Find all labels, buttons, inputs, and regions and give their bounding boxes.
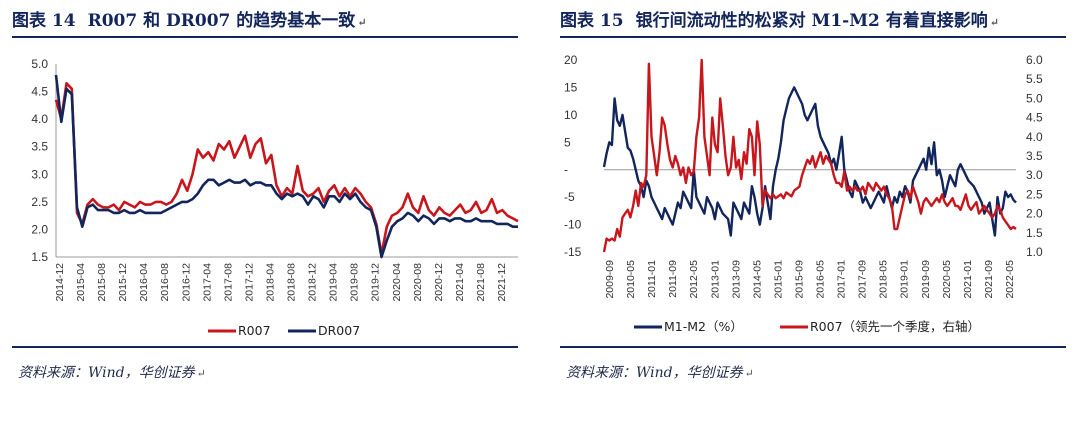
left-x-tick-label: 2015-12 bbox=[117, 263, 129, 302]
right-x-tick-label: 2011-01 bbox=[646, 260, 658, 298]
left-x-tick-label: 2021-12 bbox=[496, 263, 508, 302]
right-y2-tick-label: 2.5 bbox=[1026, 187, 1043, 201]
right-legend-label-r007: R007（领先一个季度，右轴） bbox=[810, 319, 980, 334]
left-x-tick-label: 2021-08 bbox=[475, 263, 487, 302]
left-title-rule bbox=[12, 36, 518, 38]
left-x-tick-label: 2016-12 bbox=[180, 263, 192, 302]
left-x-tick-label: 2017-12 bbox=[243, 263, 255, 302]
right-source-rule bbox=[560, 346, 1066, 348]
left-x-tick-label: 2017-04 bbox=[201, 263, 213, 302]
right-y-tick-label: -5 bbox=[564, 190, 575, 204]
left-figure-caption: R007 和 DR007 的趋势基本一致 bbox=[87, 11, 356, 31]
right-y2-tick-label: 4.0 bbox=[1026, 130, 1043, 144]
left-x-tick-label: 2019-12 bbox=[370, 263, 382, 302]
right-x-tick-label: 2015-01 bbox=[772, 260, 784, 299]
left-x-tick-label: 2018-04 bbox=[264, 263, 276, 302]
right-x-tick-label: 2009-09 bbox=[604, 260, 616, 299]
right-x-tick-label: 2020-05 bbox=[941, 260, 953, 299]
right-y2-tick-label: 1.5 bbox=[1026, 226, 1043, 240]
right-source: 资料来源：Wind，华创证券 ↵ bbox=[566, 362, 754, 382]
left-source: 资料来源：Wind，华创证券 ↵ bbox=[18, 362, 206, 382]
left-figure-title: 图表 14 R007 和 DR007 的趋势基本一致 ↵ bbox=[12, 6, 367, 31]
right-y2-tick-label: 3.0 bbox=[1026, 168, 1043, 182]
right-y2-tick-label: 5.5 bbox=[1026, 72, 1043, 86]
right-source-text: 资料来源：Wind，华创证券 bbox=[566, 365, 743, 381]
left-chart: 1.5 2.0 2.5 3.0 3.5 4.0 4.5 5.0 2014-12 2015-04 20… bbox=[31, 57, 519, 338]
right-x-tick-label: 2022-05 bbox=[1004, 260, 1016, 299]
right-x-tick-label: 2017-01 bbox=[836, 260, 848, 299]
right-y2-tick-label: 1.0 bbox=[1026, 245, 1043, 259]
left-x-tick-label: 2016-08 bbox=[159, 263, 171, 302]
left-legend-label-r007: R007 bbox=[238, 323, 271, 338]
left-x-tick-label: 2016-04 bbox=[138, 263, 150, 302]
left-x-tick-label: 2019-04 bbox=[328, 263, 340, 302]
left-y-tick-label: 4.5 bbox=[31, 85, 48, 99]
right-figure-title: 图表 15 银行间流动性的松紧对 M1-M2 有着直接影响 ↵ bbox=[560, 6, 999, 31]
left-x-tick-label: 2015-04 bbox=[75, 263, 87, 302]
left-source-rule bbox=[12, 346, 518, 348]
right-y-tick-label: -10 bbox=[564, 218, 582, 232]
left-series-line-dr007 bbox=[54, 74, 518, 259]
left-x-tick-label: 2020-08 bbox=[412, 263, 424, 302]
left-y-tick-label: 5.0 bbox=[31, 57, 48, 71]
right-y-tick-label: 20 bbox=[564, 53, 578, 67]
right-title-rule bbox=[560, 36, 1066, 38]
left-x-tick-label: 2019-08 bbox=[349, 263, 361, 302]
right-figure-caption: 银行间流动性的松紧对 M1-M2 有着直接影响 bbox=[635, 11, 988, 31]
right-y2-tick-label: 3.5 bbox=[1026, 149, 1043, 163]
right-x-tick-label: 2019-01 bbox=[899, 260, 911, 299]
left-series-line-r007 bbox=[54, 81, 519, 256]
left-y-tick-label: 1.5 bbox=[31, 250, 48, 264]
right-x-tick-label: 2019-09 bbox=[920, 260, 932, 299]
right-x-tick-label: 2014-05 bbox=[751, 260, 763, 299]
left-y-tick-label: 3.5 bbox=[31, 140, 48, 154]
left-y-tick-label: 3.0 bbox=[31, 167, 48, 181]
right-legend-label-m1-m2: M1-M2（%） bbox=[664, 319, 743, 334]
right-series-line-m1-m2 bbox=[602, 86, 1017, 237]
right-y2-tick-label: 2.0 bbox=[1026, 207, 1043, 221]
left-x-tick-label: 2017-08 bbox=[222, 263, 234, 302]
right-x-tick-label: 2017-09 bbox=[857, 260, 869, 299]
right-x-tick-label: 2015-09 bbox=[793, 260, 805, 299]
right-x-tick-label: 2016-05 bbox=[815, 260, 827, 299]
right-y2-tick-label: 4.5 bbox=[1026, 111, 1043, 125]
left-figure-number: 图表 14 bbox=[12, 11, 76, 31]
right-x-tick-label: 2018-05 bbox=[878, 260, 890, 299]
right-y2-tick-label: 5.0 bbox=[1026, 91, 1043, 105]
right-x-tick-label: 2021-09 bbox=[983, 260, 995, 299]
right-figure-number: 图表 15 bbox=[560, 11, 624, 31]
left-x-tick-label: 2021-04 bbox=[454, 263, 466, 302]
left-y-tick-label: 2.0 bbox=[31, 222, 48, 236]
left-x-tick-label: 2014-12 bbox=[54, 263, 66, 302]
right-title-mark: ↵ bbox=[989, 16, 999, 29]
right-chart: -15-10-5-51015201.01.52.02.53.03.54.04.5… bbox=[564, 53, 1043, 334]
left-x-tick-label: 2018-12 bbox=[307, 263, 319, 302]
right-x-tick-label: 2012-05 bbox=[688, 260, 700, 299]
right-x-tick-label: 2010-05 bbox=[625, 260, 637, 299]
left-legend-label-dr007: DR007 bbox=[318, 323, 360, 338]
right-x-tick-label: 2021-01 bbox=[962, 260, 974, 299]
left-x-tick-label: 2015-08 bbox=[96, 263, 108, 302]
right-series-line-r007 bbox=[602, 58, 1017, 253]
right-y-tick-label: 5 bbox=[564, 135, 571, 149]
right-x-tick-label: 2013-09 bbox=[730, 260, 742, 299]
right-source-mark: ↵ bbox=[744, 367, 754, 380]
left-x-tick-label: 2020-12 bbox=[433, 263, 445, 302]
left-x-tick-label: 2018-08 bbox=[286, 263, 298, 302]
right-x-tick-label: 2013-01 bbox=[709, 260, 721, 299]
right-y-tick-label: - bbox=[564, 163, 568, 177]
right-y-tick-label: 10 bbox=[564, 108, 578, 122]
left-y-tick-label: 4.0 bbox=[31, 112, 48, 126]
left-source-mark: ↵ bbox=[196, 367, 206, 380]
left-x-tick-label: 2020-04 bbox=[391, 263, 403, 302]
right-x-tick-label: 2011-09 bbox=[667, 260, 679, 298]
left-y-tick-label: 2.5 bbox=[31, 195, 48, 209]
left-source-text: 资料来源：Wind，华创证券 bbox=[18, 365, 195, 381]
right-y-tick-label: -15 bbox=[564, 245, 582, 259]
right-y2-tick-label: 6.0 bbox=[1026, 53, 1043, 67]
right-y-tick-label: 15 bbox=[564, 80, 578, 94]
left-title-mark: ↵ bbox=[357, 16, 367, 29]
